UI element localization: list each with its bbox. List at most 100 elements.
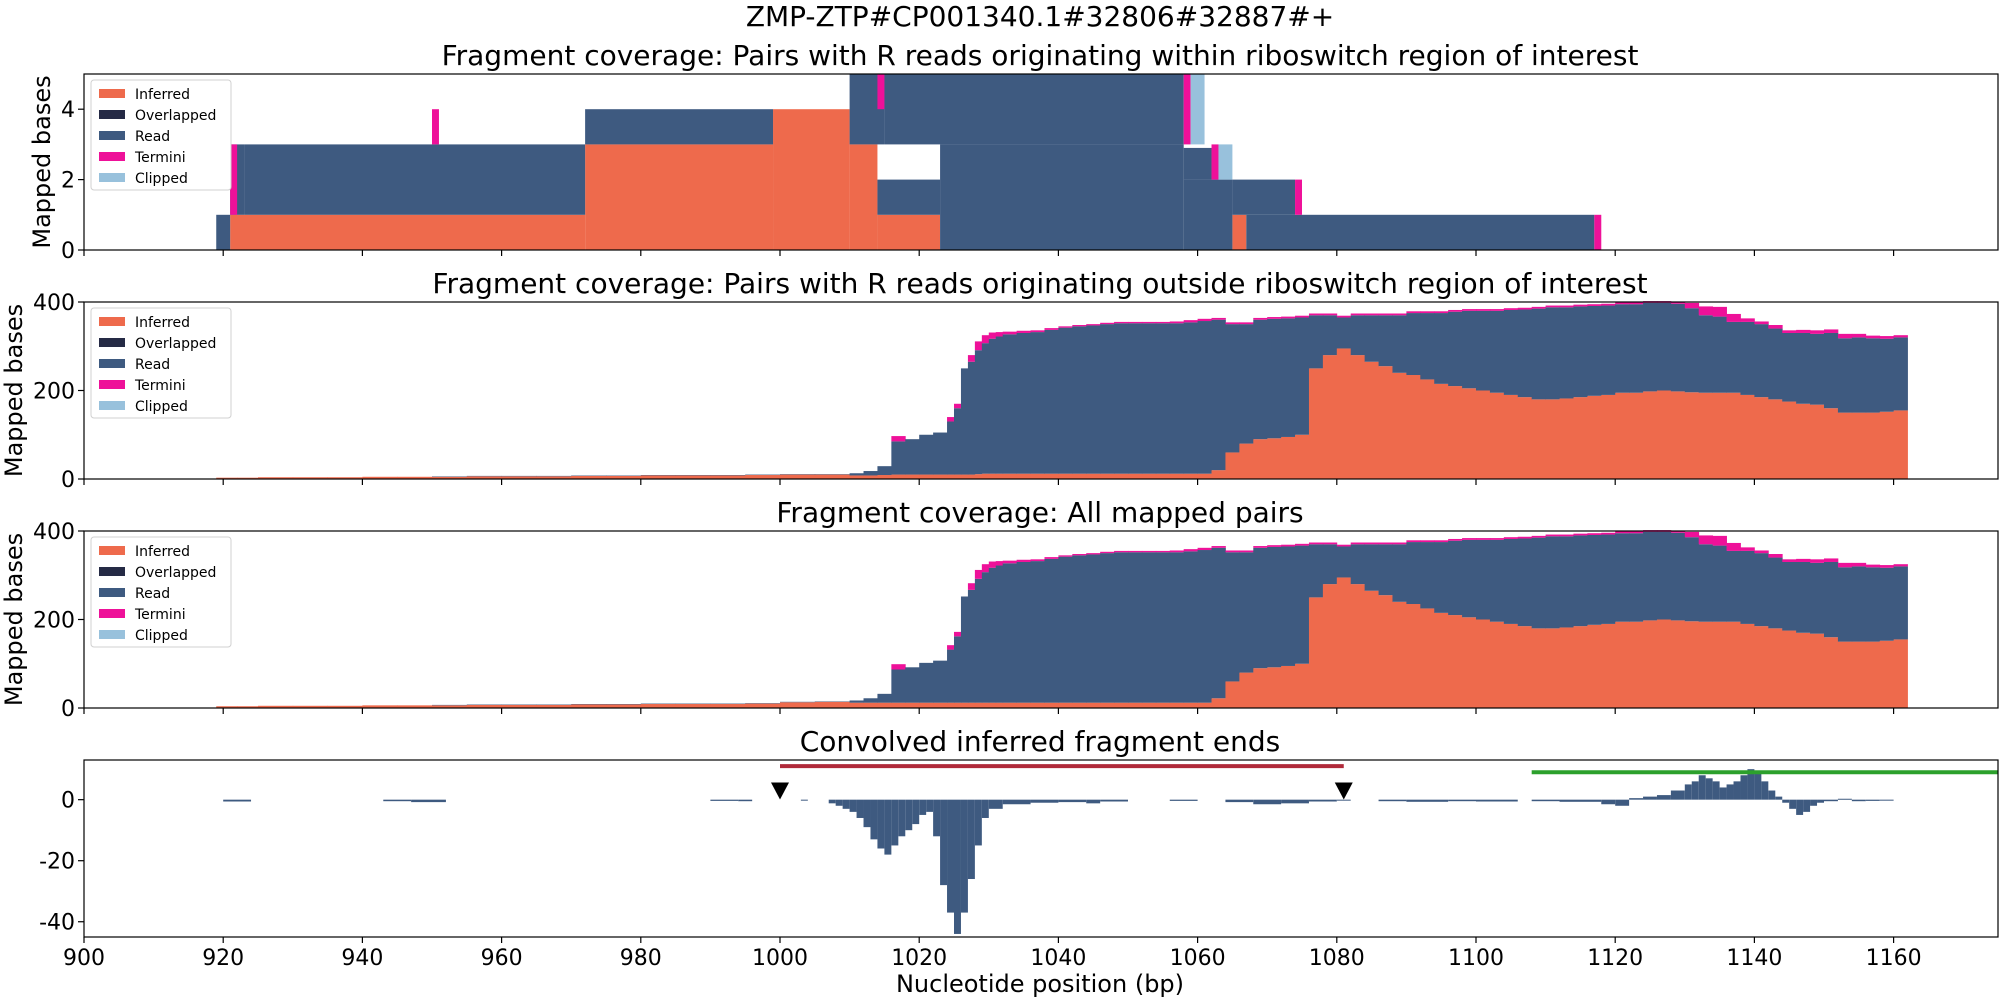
area-read [1406, 542, 1421, 605]
area-termini [1058, 326, 1073, 328]
area-termini [1114, 550, 1129, 553]
convolved-bar [988, 799, 1003, 809]
area-inferred [1378, 595, 1393, 708]
area-termini [1810, 330, 1825, 334]
convolved-bar [842, 799, 850, 809]
area-inferred [1448, 386, 1463, 479]
area-read [1016, 332, 1031, 474]
area-read [1782, 561, 1797, 631]
area-read [995, 565, 1004, 703]
area-read [1378, 315, 1393, 367]
area-termini [1462, 309, 1477, 311]
area-inferred [1420, 608, 1435, 708]
convolved-bar [891, 799, 899, 846]
area-termini [1448, 538, 1463, 541]
legend-label-inferred: Inferred [135, 544, 190, 560]
area-read [1698, 544, 1714, 622]
area-inferred [1837, 641, 1853, 708]
area-termini [1002, 560, 1018, 564]
convolved-bar [1629, 798, 1644, 800]
area-termini [1670, 302, 1686, 304]
convolved-bar [1531, 799, 1560, 802]
area-inferred [1643, 620, 1658, 708]
area-inferred [1810, 404, 1825, 479]
area-inferred [981, 473, 990, 479]
area-read [1476, 310, 1491, 391]
area-read [1545, 307, 1560, 400]
area-termini [1169, 321, 1185, 324]
area-inferred [292, 705, 328, 708]
convolved-bar [1726, 784, 1734, 800]
area-termini [1448, 309, 1463, 312]
area-read [1211, 319, 1226, 471]
area-inferred [1086, 473, 1101, 479]
area-termini [974, 341, 983, 351]
bar-read [884, 74, 1184, 145]
area-termini [1281, 544, 1296, 547]
area-termini [1155, 550, 1171, 553]
area-inferred [1462, 617, 1477, 708]
area-read [1879, 338, 1894, 412]
y-tick-label: 4 [61, 98, 75, 123]
area-inferred [1086, 702, 1101, 708]
area-termini [988, 561, 997, 568]
area-read [1615, 533, 1630, 622]
area-termini [1086, 324, 1101, 326]
area-termini [1406, 311, 1421, 314]
area-read [947, 421, 955, 475]
area-read [1601, 534, 1616, 624]
area-termini [1629, 531, 1644, 534]
area-inferred [967, 702, 976, 708]
convolved-bar [1803, 799, 1811, 812]
area-termini [1100, 322, 1115, 325]
area-inferred [1837, 412, 1853, 479]
area-inferred [960, 702, 969, 708]
area-inferred [905, 474, 920, 479]
convolved-bar [1775, 796, 1783, 800]
legend-label-termini: Termini [134, 150, 186, 166]
convolved-bar [863, 799, 871, 828]
x-tick-label: 920 [202, 946, 244, 971]
area-read [1364, 544, 1379, 591]
legend-box [90, 536, 232, 648]
convolved-bar [870, 799, 878, 840]
area-termini [1754, 550, 1769, 554]
area-inferred [1128, 473, 1143, 479]
area-inferred [960, 474, 969, 479]
area-inferred [905, 702, 920, 708]
area-read [1169, 552, 1185, 703]
area-read [1587, 534, 1602, 625]
area-termini [1322, 542, 1338, 545]
area-inferred [1587, 395, 1602, 479]
area-read [1629, 533, 1644, 622]
area-read [1336, 317, 1352, 349]
area-read [1420, 313, 1435, 380]
area-inferred [1267, 438, 1282, 479]
area-termini [947, 645, 955, 650]
area-read [1434, 313, 1449, 384]
area-inferred [814, 474, 850, 479]
area-termini [1545, 534, 1560, 537]
bar-read [244, 144, 586, 215]
area-termini [1378, 313, 1393, 316]
area-read [1643, 531, 1658, 621]
area-inferred [1489, 392, 1505, 479]
axes-frame [83, 73, 1999, 251]
convolved-bar [1643, 796, 1657, 800]
area-inferred [1740, 394, 1755, 479]
area-inferred [1559, 398, 1574, 479]
area-read [1489, 539, 1505, 622]
area-read [1016, 561, 1031, 703]
area-termini [1420, 311, 1435, 314]
y-tick-label: 400 [33, 520, 75, 545]
y-tick-label: 200 [33, 380, 75, 405]
area-termini [1726, 542, 1741, 551]
convolved-bar [1747, 769, 1755, 800]
area-termini [1768, 325, 1783, 329]
area-termini [1128, 321, 1143, 324]
area-termini [1684, 302, 1700, 309]
area-termini [1879, 565, 1894, 568]
convolved-bar [1656, 795, 1671, 800]
area-termini [1044, 557, 1059, 559]
